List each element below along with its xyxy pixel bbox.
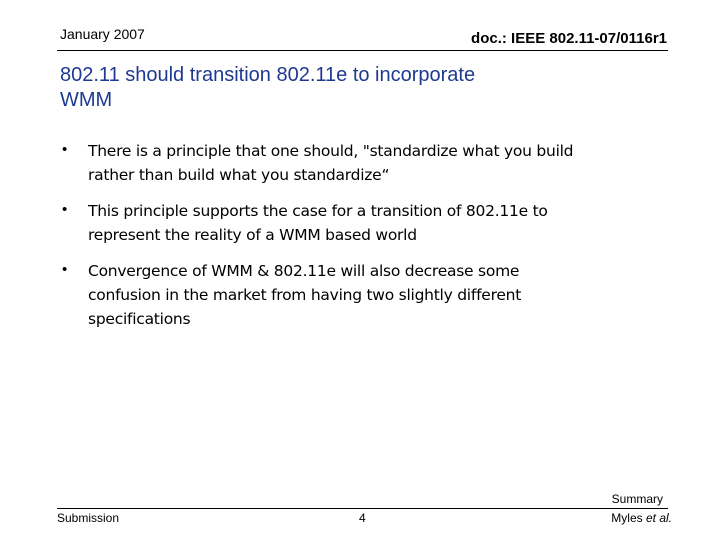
bullet-text: Convergence of WMM & 802.11e will also d…	[88, 262, 520, 280]
bullet-dot: •	[62, 141, 68, 158]
bullet-text: specifications	[88, 310, 191, 328]
footer-rule	[57, 508, 668, 509]
footer-author: Myles et al.	[611, 511, 672, 525]
footer-section: Summary	[611, 492, 663, 506]
footer-page: 4	[359, 511, 366, 525]
bullet-dot: •	[62, 261, 68, 278]
bullet-text: This principle supports the case for a t…	[88, 202, 548, 220]
title-line: 802.11 should transition 802.11e to inco…	[60, 64, 476, 86]
bullet-text: confusion in the market from having two …	[88, 286, 522, 304]
bullet-text: rather than build what you standardize“	[88, 166, 390, 184]
header-date: January 2007	[60, 26, 145, 42]
header-doc-id: doc.: IEEE 802.11-07/0116r1	[471, 30, 667, 47]
header-rule	[57, 50, 668, 51]
bullet-dot: •	[62, 201, 68, 218]
author-suffix: et al.	[645, 511, 672, 525]
author-name: Myles	[611, 511, 643, 525]
bullet-text: There is a principle that one should, "s…	[88, 142, 574, 160]
title-line: WMM	[60, 89, 113, 111]
bullet-text: represent the reality of a WMM based wor…	[88, 226, 417, 244]
footer-submission: Submission	[57, 511, 120, 525]
